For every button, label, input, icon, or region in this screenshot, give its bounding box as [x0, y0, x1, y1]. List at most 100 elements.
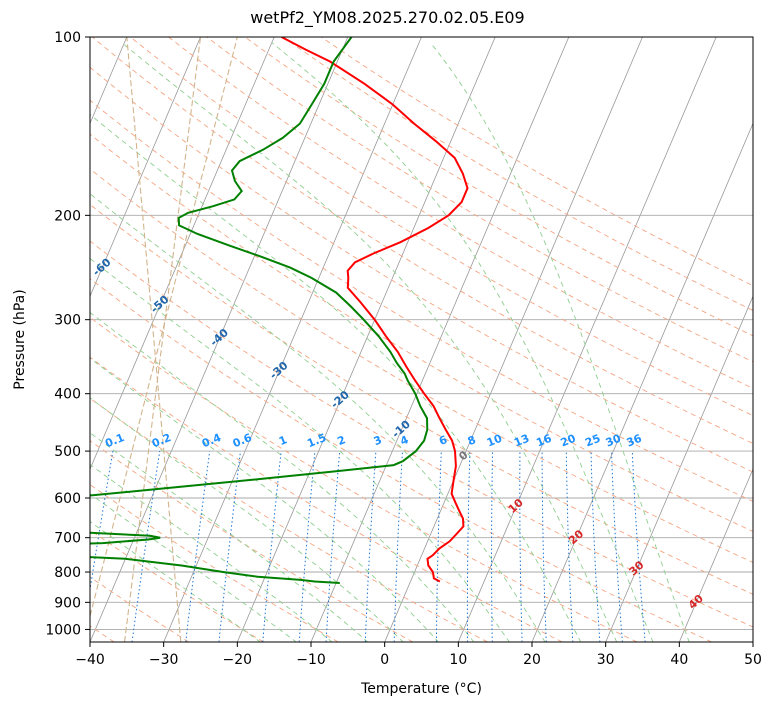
y-tick-label: 500	[54, 444, 81, 460]
ice-curve-line	[90, 37, 238, 619]
mixing-ratio-line	[185, 451, 211, 642]
isotherm-line	[384, 37, 643, 642]
x-tick-label: 20	[523, 652, 541, 668]
isotherm-line	[90, 37, 201, 298]
y-tick-label: 800	[54, 565, 81, 581]
dry-adiabat-line	[90, 316, 638, 642]
isotherm-label: -80	[0, 166, 5, 189]
mixing-ratio-label: 25	[583, 432, 602, 450]
y-tick-label: 900	[54, 595, 81, 611]
y-tick-label: 200	[54, 208, 81, 224]
y-tick-label: 300	[54, 313, 81, 329]
isotherm-line	[531, 122, 753, 642]
isotherm-line	[752, 640, 753, 642]
x-tick-label: 40	[670, 652, 688, 668]
dry-adiabat-line	[130, 37, 753, 417]
mixing-ratio-label: 0.1	[103, 431, 126, 450]
y-tick-label: 1000	[45, 622, 81, 638]
mixing-ratio-label: 0.6	[231, 431, 254, 450]
dewpoint-profile	[90, 37, 429, 584]
isotherm-label: 40	[686, 592, 706, 612]
moist-adiabat-line	[90, 311, 475, 642]
dry-adiabat-line	[90, 278, 712, 642]
dry-adiabat-line	[206, 37, 753, 363]
y-axis-label: Pressure (hPa)	[12, 289, 28, 389]
isotherm-line	[236, 37, 496, 642]
isotherm-line	[457, 37, 717, 642]
isotherm-label: -20	[328, 388, 352, 411]
dry-adiabat-line	[90, 397, 488, 642]
mixing-ratio-line	[262, 451, 282, 642]
y-tick-label: 700	[54, 531, 81, 547]
moist-adiabat-line	[90, 113, 582, 642]
mixing-ratio-label: 20	[559, 432, 578, 450]
y-tick-label: 600	[54, 491, 81, 507]
isotherm-label: -50	[148, 293, 172, 316]
moist-adiabat-line	[90, 257, 510, 642]
mixing-ratio-line	[631, 451, 646, 642]
mixing-ratio-label: 0.4	[200, 431, 223, 450]
x-tick-label: 0	[380, 652, 389, 668]
mixing-ratio-line	[590, 451, 601, 642]
x-tick-label: −40	[75, 652, 105, 668]
moist-adiabat-line	[90, 193, 546, 642]
ice-curve-line	[126, 37, 182, 642]
x-tick-label: 10	[449, 652, 467, 668]
moist-adiabat-line	[90, 432, 369, 642]
moist-adiabat-line	[271, 42, 654, 642]
plot-frame	[89, 36, 754, 643]
chart-title: wetPf2_YM08.2025.270.02.05.E09	[250, 8, 525, 27]
isotherm-label: 0	[456, 448, 471, 463]
isotherm-line	[163, 37, 422, 642]
mixing-ratio-line	[218, 451, 241, 642]
dry-adiabat-line	[90, 484, 339, 642]
mixing-ratio-line	[364, 451, 377, 642]
mixing-ratio-label: 0.2	[150, 431, 173, 450]
mixing-ratio-label: 36	[625, 432, 644, 450]
mixing-ratio-label: 10	[485, 432, 504, 450]
x-axis-label: Temperature (°C)	[360, 681, 482, 697]
x-tick-label: −20	[223, 652, 253, 668]
temperature-profile	[281, 37, 469, 583]
isotherm-label: 30	[627, 558, 647, 578]
mixing-ratio-label: 4	[398, 433, 410, 448]
moist-adiabat-line	[121, 42, 618, 642]
mixing-ratio-line	[466, 451, 471, 642]
x-tick-label: 30	[597, 652, 615, 668]
moist-adiabat-line	[90, 493, 297, 642]
x-tick-label: 50	[744, 652, 762, 668]
isotherm-label: -60	[90, 256, 114, 279]
moist-adiabat-line	[90, 463, 333, 642]
dry-adiabat-line	[90, 133, 753, 533]
mixing-ratio-line	[90, 451, 114, 593]
dry-adiabat-line	[90, 240, 753, 628]
isotherm-label: 10	[506, 496, 526, 516]
isotherm-line	[678, 468, 753, 642]
dry-adiabat-line	[90, 356, 563, 642]
mixing-ratio-line	[519, 451, 523, 642]
isotherm-label: -30	[267, 359, 291, 382]
moist-adiabat-line	[90, 357, 440, 642]
mixing-ratio-line	[491, 451, 494, 642]
mixing-ratio-label: 3	[372, 433, 384, 448]
x-tick-label: −30	[149, 652, 179, 668]
mixing-ratio-label: 2	[336, 433, 348, 448]
mixing-ratio-line	[611, 451, 623, 642]
mixing-ratio-label: 1.5	[305, 431, 328, 450]
x-tick-label: −10	[296, 652, 326, 668]
dry-adiabat-line	[90, 576, 190, 642]
mixing-ratio-label: 30	[604, 432, 623, 450]
dry-adiabat-line	[92, 37, 753, 444]
moist-adiabat-line	[430, 42, 690, 642]
mixing-ratio-label: 8	[466, 433, 478, 448]
dry-adiabat-line	[90, 99, 753, 502]
isotherm-label: 20	[566, 527, 586, 547]
dry-adiabat-line	[90, 66, 753, 473]
mixing-ratio-line	[298, 451, 316, 642]
dry-adiabat-line	[244, 37, 753, 337]
dry-adiabat-line	[282, 37, 753, 311]
mixing-ratio-line	[565, 451, 574, 642]
mixing-ratio-label: 13	[512, 432, 531, 450]
